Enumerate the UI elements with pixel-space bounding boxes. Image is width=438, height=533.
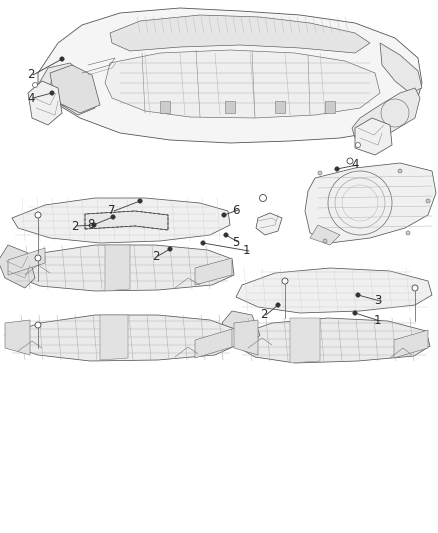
Polygon shape: [236, 268, 432, 313]
Polygon shape: [105, 245, 130, 291]
Circle shape: [50, 91, 54, 95]
Polygon shape: [256, 213, 282, 235]
Circle shape: [276, 303, 280, 307]
Circle shape: [412, 285, 418, 291]
Polygon shape: [38, 63, 95, 115]
Circle shape: [92, 223, 96, 227]
Polygon shape: [28, 81, 62, 125]
Polygon shape: [100, 315, 128, 360]
Circle shape: [347, 158, 353, 164]
Polygon shape: [394, 330, 428, 358]
Polygon shape: [355, 118, 392, 155]
Polygon shape: [325, 101, 335, 113]
Polygon shape: [380, 43, 422, 93]
Polygon shape: [105, 50, 380, 118]
Circle shape: [356, 293, 360, 297]
Circle shape: [282, 278, 288, 284]
Text: 2: 2: [27, 69, 35, 82]
Polygon shape: [5, 320, 30, 355]
Polygon shape: [222, 311, 260, 345]
Circle shape: [353, 311, 357, 315]
Polygon shape: [234, 318, 430, 363]
Text: 7: 7: [108, 205, 116, 217]
Circle shape: [138, 199, 142, 203]
Circle shape: [224, 233, 228, 237]
Text: 5: 5: [232, 236, 240, 248]
Polygon shape: [234, 320, 258, 355]
Circle shape: [60, 57, 64, 61]
Polygon shape: [290, 318, 320, 363]
Polygon shape: [5, 315, 237, 361]
Polygon shape: [225, 101, 235, 113]
Text: 1: 1: [243, 245, 251, 257]
Polygon shape: [8, 248, 45, 275]
Polygon shape: [195, 329, 232, 358]
Polygon shape: [85, 211, 168, 230]
Text: 2: 2: [71, 220, 78, 232]
Circle shape: [35, 212, 41, 218]
Polygon shape: [305, 163, 436, 243]
Polygon shape: [38, 8, 422, 143]
Circle shape: [356, 142, 360, 148]
Polygon shape: [12, 198, 230, 243]
Circle shape: [35, 322, 41, 328]
Text: 6: 6: [232, 204, 240, 216]
Circle shape: [201, 241, 205, 245]
Polygon shape: [110, 15, 370, 53]
Text: 3: 3: [374, 295, 381, 308]
Circle shape: [406, 231, 410, 235]
Circle shape: [111, 215, 115, 219]
Text: 4: 4: [27, 92, 35, 104]
Polygon shape: [50, 65, 100, 113]
Polygon shape: [275, 101, 285, 113]
Polygon shape: [352, 88, 420, 138]
Text: 8: 8: [87, 219, 94, 231]
Circle shape: [398, 169, 402, 173]
Polygon shape: [8, 245, 234, 291]
Polygon shape: [195, 258, 232, 285]
Polygon shape: [310, 225, 340, 245]
Circle shape: [426, 199, 430, 203]
Circle shape: [168, 247, 172, 251]
Circle shape: [259, 195, 266, 201]
Circle shape: [32, 83, 38, 87]
Circle shape: [222, 213, 226, 217]
Polygon shape: [0, 245, 35, 288]
Text: 1: 1: [374, 314, 381, 327]
Text: 2: 2: [260, 309, 268, 321]
Text: 4: 4: [351, 158, 358, 172]
Text: 2: 2: [152, 249, 159, 262]
Circle shape: [35, 255, 41, 261]
Circle shape: [318, 171, 322, 175]
Polygon shape: [160, 101, 170, 113]
Circle shape: [323, 239, 327, 243]
Circle shape: [335, 167, 339, 171]
